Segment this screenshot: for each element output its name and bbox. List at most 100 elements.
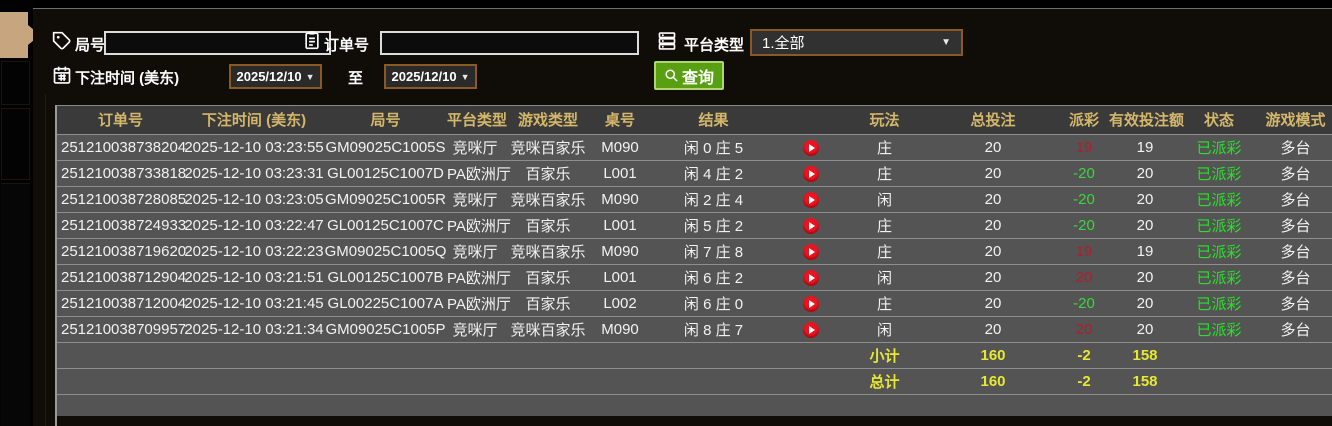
- cell-play: [780, 316, 842, 343]
- play-icon[interactable]: [803, 191, 819, 208]
- cell-valid_bet: 20: [1109, 160, 1181, 187]
- cell-bet_type: 闲: [842, 264, 927, 291]
- cell-result: 闲 8 庄 7: [647, 316, 780, 343]
- cell-table_no: [593, 368, 647, 395]
- cell-bet_type: 庄: [842, 160, 927, 187]
- cell-platform: [447, 342, 503, 369]
- column-header-play: [780, 106, 842, 135]
- dimmed-background-strip: [0, 0, 33, 426]
- play-icon[interactable]: [803, 321, 819, 338]
- clipboard-icon: [302, 30, 322, 50]
- cell-bet_type: 庄: [842, 134, 927, 161]
- play-icon[interactable]: [803, 269, 819, 286]
- cell-game_no: GM09025C1005S: [324, 134, 447, 161]
- cell-total_bet: [927, 394, 1059, 416]
- table-row: 251210038733818 2025-12-10 03:23:31 GL0012…: [57, 160, 1332, 187]
- background-panel-fragment: [1, 61, 30, 105]
- search-button[interactable]: 查询: [654, 61, 725, 90]
- cell-result: 闲 4 庄 2: [647, 160, 780, 187]
- cell-time: 2025-12-10 03:21:51: [184, 264, 324, 291]
- cell-table_no: L001: [593, 264, 647, 291]
- cell-valid_bet: 158: [1109, 342, 1181, 369]
- cell-result: [647, 368, 780, 395]
- cell-order: 251210038738204: [57, 134, 186, 161]
- cell-status: 已派彩: [1181, 160, 1257, 187]
- cell-mode: 多台: [1257, 290, 1332, 317]
- cell-game_type: 竞咪百家乐: [503, 134, 593, 161]
- cell-bet_type: 闲: [842, 316, 927, 343]
- play-icon[interactable]: [803, 139, 819, 156]
- cell-order: 251210038728085: [57, 186, 186, 213]
- cell-mode: 多台: [1257, 238, 1332, 265]
- cell-total_bet: 160: [927, 342, 1059, 369]
- query-panel: 局号 订单号 平台类型 1.全部 ▼: [33, 8, 1332, 426]
- background-panel-fragment: [1, 108, 30, 180]
- cell-time: 2025-12-10 03:22:47: [184, 212, 324, 239]
- cell-mode: 多台: [1257, 264, 1332, 291]
- cell-result: [647, 394, 780, 416]
- cell-game_no: GL00125C1007B: [324, 264, 447, 291]
- game-no-label: 局号: [75, 37, 106, 54]
- cell-game_type: 百家乐: [503, 160, 593, 187]
- cell-game_no: [324, 368, 447, 395]
- cell-time: 2025-12-10 03:21:34: [184, 316, 324, 343]
- cell-total_bet: 160: [927, 368, 1059, 395]
- table-row: 251210038719620 2025-12-10 03:22:23 GM0902…: [57, 238, 1332, 265]
- cell-order: [57, 342, 184, 369]
- cell-platform: PA欧洲厅: [447, 160, 511, 187]
- cell-total_bet: 20: [927, 290, 1059, 317]
- cell-game_no: [324, 342, 447, 369]
- date-to-picker[interactable]: 2025/12/10 ▼: [384, 64, 477, 89]
- column-header-time: 下注时间 (美东): [184, 106, 324, 135]
- cell-result: 闲 6 庄 2: [647, 264, 780, 291]
- play-icon[interactable]: [803, 217, 819, 234]
- cell-time: [184, 394, 324, 416]
- cell-result: [647, 342, 780, 369]
- cell-bet_type: 庄: [842, 290, 927, 317]
- cell-table_no: L002: [593, 290, 647, 317]
- cell-mode: 多台: [1257, 134, 1332, 161]
- chevron-down-icon: ▼: [460, 71, 470, 82]
- cell-table_no: M090: [593, 186, 647, 213]
- cell-valid_bet: 20: [1109, 290, 1181, 317]
- cell-payout: -20: [1059, 160, 1109, 187]
- cell-bet_type: [842, 394, 927, 416]
- play-icon[interactable]: [803, 243, 819, 260]
- cell-play: [780, 160, 842, 187]
- date-to-value: 2025/12/10: [391, 69, 457, 84]
- cell-result: 闲 7 庄 8: [647, 238, 780, 265]
- cell-status: 已派彩: [1181, 212, 1257, 239]
- cell-table_no: [593, 342, 647, 369]
- cell-payout: -20: [1059, 186, 1109, 213]
- cell-mode: 多台: [1257, 316, 1332, 343]
- column-header-payout: 派彩: [1059, 106, 1109, 135]
- cell-order: 251210038709957: [57, 316, 186, 343]
- date-from-picker[interactable]: 2025/12/10 ▼: [229, 64, 322, 89]
- cell-status: 已派彩: [1181, 290, 1257, 317]
- total-row: 总计 160 -2 158: [57, 368, 1332, 395]
- cell-order: [57, 394, 184, 416]
- platform-type-select[interactable]: 1.全部 ▼: [750, 29, 963, 56]
- cell-mode: 多台: [1257, 186, 1332, 213]
- play-icon[interactable]: [803, 165, 819, 182]
- cell-valid_bet: 20: [1109, 316, 1181, 343]
- cell-play: [780, 264, 842, 291]
- cell-total_bet: 20: [927, 134, 1059, 161]
- cell-table_no: L001: [593, 160, 647, 187]
- cell-result: 闲 6 庄 0: [647, 290, 780, 317]
- order-no-input[interactable]: [380, 31, 639, 55]
- cell-game_type: [503, 368, 593, 395]
- to-label: 至: [348, 70, 364, 87]
- play-icon[interactable]: [803, 295, 819, 312]
- cell-status: 已派彩: [1181, 316, 1257, 343]
- cell-payout: 20: [1059, 316, 1109, 343]
- cell-time: 2025-12-10 03:23:05: [184, 186, 324, 213]
- cell-table_no: [593, 394, 647, 416]
- column-header-platform: 平台类型: [447, 106, 507, 135]
- game-no-input[interactable]: [104, 31, 331, 55]
- table-row: 251210038724933 2025-12-10 03:22:47 GL0012…: [57, 212, 1332, 239]
- cell-order: 251210038733818: [57, 160, 186, 187]
- cell-table_no: M090: [593, 316, 647, 343]
- cell-time: [184, 368, 324, 395]
- column-header-total_bet: 总投注: [927, 106, 1059, 135]
